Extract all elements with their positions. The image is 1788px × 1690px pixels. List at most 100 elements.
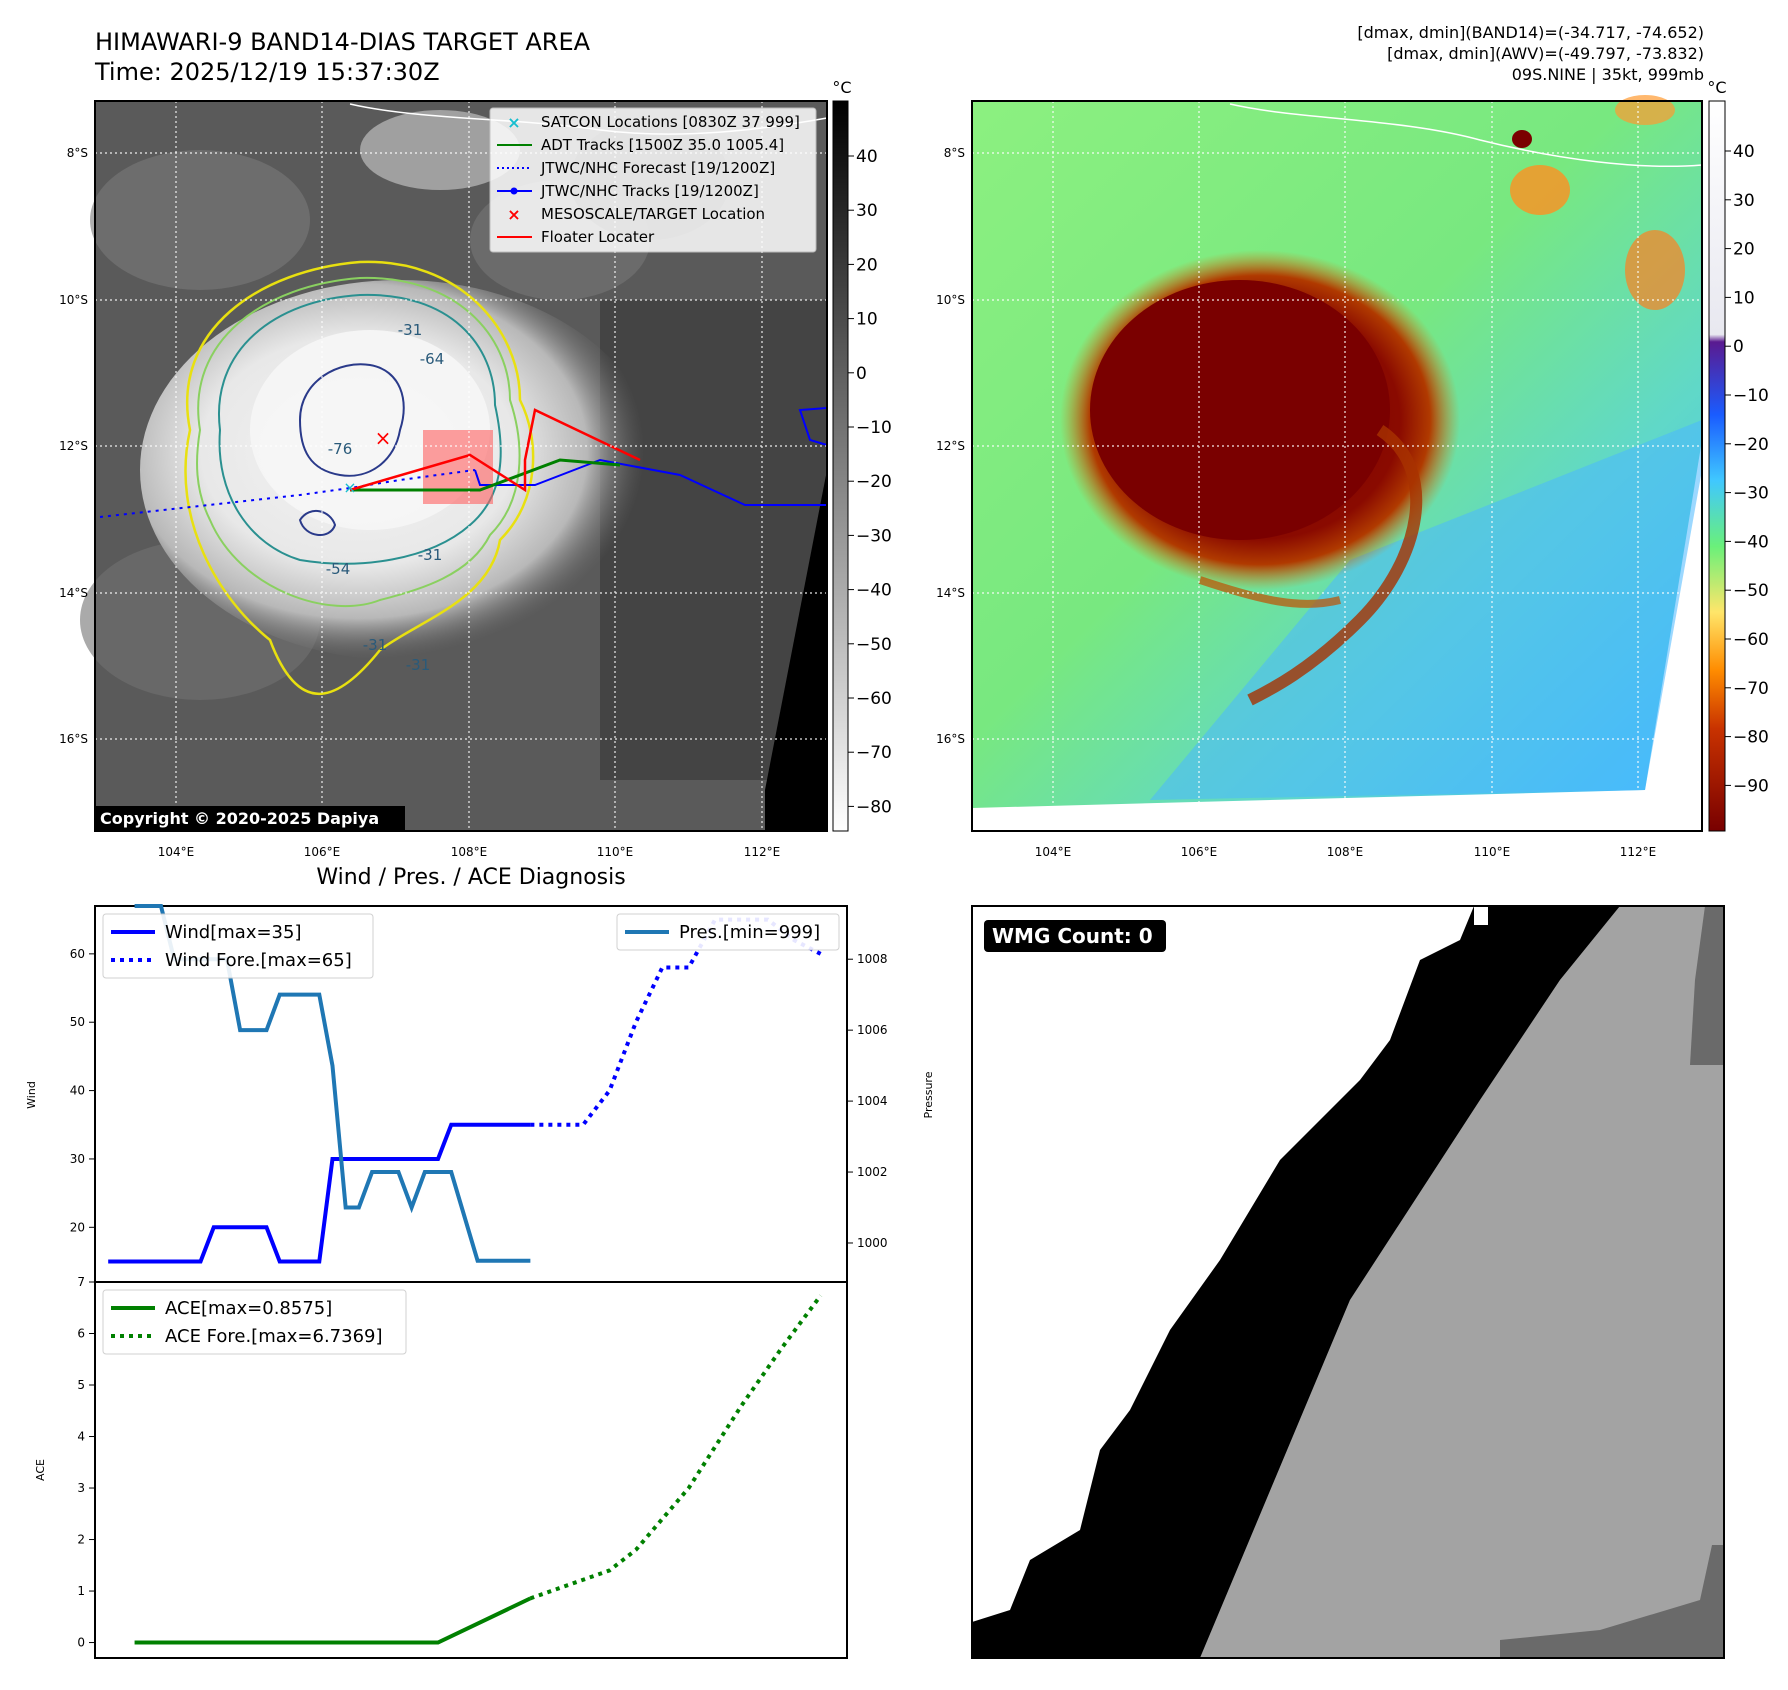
ir-lat-label: 8°S <box>67 146 88 160</box>
wv-colorbar-tick: −50 <box>1733 581 1769 601</box>
svg-text:×: × <box>507 113 520 132</box>
ytick-label: 4 <box>77 1430 85 1444</box>
wv-colorbar-tick: 40 <box>1733 142 1755 162</box>
stats-awv: [dmax, dmin](AWV)=(-49.797, -73.832) <box>1387 44 1704 63</box>
ace-ylabel: ACE <box>34 1459 47 1481</box>
ir-colorbar-tick: −50 <box>856 635 892 655</box>
ytick-label: 1 <box>77 1584 85 1598</box>
wv-lat-label: 16°S <box>936 732 965 746</box>
wv-lat-label: 14°S <box>936 586 965 600</box>
copyright-label: Copyright © 2020-2025 Dapiya <box>100 809 379 828</box>
ir-legend-item: Floater Locater <box>497 228 655 246</box>
wv-lat-label: 12°S <box>936 439 965 453</box>
ir-lon-label: 112°E <box>744 845 781 859</box>
ir-colorbar-tick: −40 <box>856 581 892 601</box>
legend-label: Wind Fore.[max=65] <box>165 950 352 971</box>
ir-colorbar: °C 40 30 20 10 0 −10 −20 −30 −40 −50 −60 −70 −80 <box>832 78 892 832</box>
ir-colorbar-tick: −20 <box>856 472 892 492</box>
y2tick-label: 1000 <box>857 1236 888 1250</box>
wv-colorbar-tick: 10 <box>1733 288 1755 308</box>
wv-lon-label: 112°E <box>1620 845 1657 859</box>
ytick-label: 40 <box>70 1084 85 1098</box>
ir-legend-item: JTWC/NHC Tracks [19/1200Z] <box>497 182 759 200</box>
ir-colorbar-tick: −60 <box>856 689 892 709</box>
ir-colorbar-tick: −30 <box>856 526 892 546</box>
ir-colorbar-tick: −70 <box>856 743 892 763</box>
svg-text:×: × <box>375 426 392 450</box>
y2tick-label: 1006 <box>857 1023 888 1037</box>
series-line <box>108 1122 531 1264</box>
wv-colorbar-tick: −60 <box>1733 630 1769 650</box>
ytick-label: 30 <box>70 1152 85 1166</box>
y2tick-label: 1004 <box>857 1094 888 1108</box>
ir-colorbar-tick: 20 <box>856 255 878 275</box>
stats-band14: [dmax, dmin](BAND14)=(-34.717, -74.652) <box>1357 23 1704 42</box>
ir-lat-label: 14°S <box>59 586 88 600</box>
wv-lon-label: 108°E <box>1327 845 1364 859</box>
wv-colorbar: °C 40 30 20 10 0 −10 −20 −30 −40 −50 −60 −70 −80 −90 <box>1707 78 1769 832</box>
series-line <box>134 1596 532 1645</box>
ir-lat-label: 12°S <box>59 439 88 453</box>
wv-colorbar-tick: 0 <box>1733 337 1744 357</box>
diagnosis-title: Wind / Pres. / ACE Diagnosis <box>316 865 625 890</box>
ir-legend-item: × SATCON Locations [0830Z 37 999] <box>507 113 800 132</box>
ir-contour-labels: -76 -64 -54 -31 -31 -31 -31 <box>326 321 445 674</box>
ir-legend-label: Floater Locater <box>541 228 655 246</box>
figure-title: HIMAWARI-9 BAND14-DIAS TARGET AREA <box>95 28 591 56</box>
legend-label: Wind[max=35] <box>165 922 302 943</box>
contour-label: -31 <box>363 636 388 654</box>
wv-colorbar-tick: −30 <box>1733 484 1769 504</box>
wmg-panel: WMG Count: 0 <box>971 905 1725 1659</box>
ir-lat-label: 16°S <box>59 732 88 746</box>
wv-colorbar-tick: −10 <box>1733 386 1769 406</box>
ytick-label: 50 <box>70 1015 85 1029</box>
y2tick-label: 1002 <box>857 1165 888 1179</box>
ytick-label: 5 <box>77 1378 85 1392</box>
wv-colorbar-unit: °C <box>1707 78 1726 97</box>
contour-label: -31 <box>398 321 423 339</box>
ir-lon-label: 110°E <box>597 845 634 859</box>
figure-time: Time: 2025/12/19 15:37:30Z <box>94 58 440 86</box>
legend-label: ACE Fore.[max=6.7369] <box>165 1326 383 1347</box>
ir-lon-label: 108°E <box>451 845 488 859</box>
wv-colorbar-tick: 30 <box>1733 191 1755 211</box>
contour-label: -54 <box>326 560 351 578</box>
ir-colorbar-tick: −10 <box>856 418 892 438</box>
ytick-label: 7 <box>77 1275 85 1289</box>
wv-colorbar-tick: 20 <box>1733 240 1755 260</box>
ir-legend-item: JTWC/NHC Forecast [19/1200Z] <box>497 159 775 177</box>
ir-colorbar-tick: 40 <box>856 147 878 167</box>
ir-legend-item: ADT Tracks [1500Z 35.0 1005.4] <box>497 136 784 154</box>
ytick-label: 20 <box>70 1220 85 1234</box>
ir-colorbar-tick: 30 <box>856 201 878 221</box>
ir-colorbar-unit: °C <box>832 78 851 97</box>
wv-colorbar-tick: −40 <box>1733 532 1769 552</box>
wv-lat-label: 10°S <box>936 293 965 307</box>
ytick-label: 0 <box>77 1636 85 1650</box>
ir-legend: × SATCON Locations [0830Z 37 999] ADT Trac… <box>489 107 817 253</box>
ir-legend-label: JTWC/NHC Forecast [19/1200Z] <box>540 159 775 177</box>
wv-colorbar-tick: −70 <box>1733 679 1769 699</box>
ytick-label: 2 <box>77 1533 85 1547</box>
ir-colorbar-tick: 10 <box>856 310 878 330</box>
legend-label: Pres.[min=999] <box>679 922 820 943</box>
wv-colorbar-tick: −80 <box>1733 728 1769 748</box>
wv-lat-label: 8°S <box>944 146 965 160</box>
pressure-ylabel: Pressure <box>922 1071 935 1118</box>
wv-panel <box>971 95 1703 832</box>
y2tick-label: 1008 <box>857 952 888 966</box>
svg-text:×: × <box>507 205 520 224</box>
map-axis-labels: 8°S 8°S 10°S 10°S 12°S 12°S 14°S 14°S 16°S 16°S 10… <box>59 146 1656 859</box>
ir-legend-label: MESOSCALE/TARGET Location <box>541 205 765 223</box>
contour-label: -64 <box>420 350 445 368</box>
wv-lon-label: 110°E <box>1474 845 1511 859</box>
ir-lon-label: 106°E <box>304 845 341 859</box>
wv-lon-label: 106°E <box>1181 845 1218 859</box>
ir-legend-label: ADT Tracks [1500Z 35.0 1005.4] <box>541 136 784 154</box>
contour-label: -76 <box>328 440 353 458</box>
svg-text:×: × <box>343 478 356 497</box>
wmg-count-label: WMG Count: 0 <box>992 924 1153 948</box>
contour-label: -31 <box>406 656 431 674</box>
legend-label: ACE[max=0.8575] <box>165 1298 332 1319</box>
